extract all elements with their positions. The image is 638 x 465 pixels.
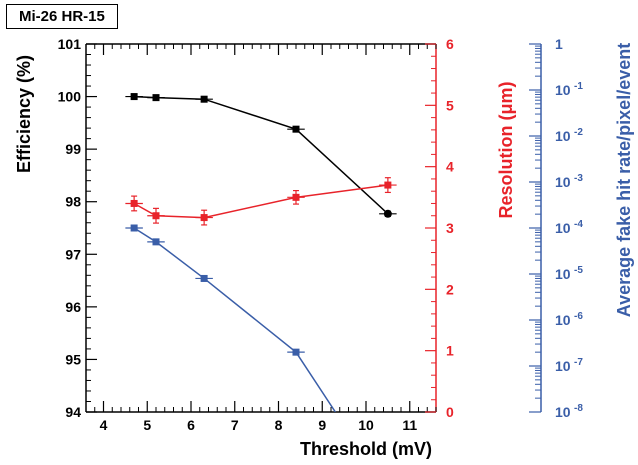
fake-rate-tick-label: 10 (555, 266, 571, 282)
fake_rate-point (292, 348, 300, 356)
x-tick-label: 9 (318, 417, 326, 433)
chart-title: Mi-26 HR-15 (6, 4, 118, 29)
x-tick-label: 5 (143, 417, 151, 433)
fake-rate-tick-exponent: -7 (574, 357, 583, 368)
resolution-point (200, 214, 208, 222)
efficiency-tick-label: 97 (65, 246, 81, 262)
fake-rate-tick-label: 10 (555, 358, 571, 374)
fake-rate-tick-label: 10 (555, 128, 571, 144)
efficiency-point (130, 93, 138, 101)
x-tick-label: 11 (402, 417, 417, 433)
resolution-point (292, 193, 300, 201)
fake-rate-tick-label: 10 (555, 174, 571, 190)
fake-rate-tick-exponent: -4 (574, 219, 583, 230)
x-tick-label: 6 (187, 417, 195, 433)
resolution-axis: 0 1 2 3 4 5 6 (425, 36, 454, 420)
fake-rate-tick-label: 10 (555, 82, 571, 98)
resolution-tick-label: 0 (446, 404, 454, 420)
resolution-tick-label: 5 (446, 97, 454, 113)
x-axis: 4 5 6 7 8 9 10 11 (85, 44, 437, 433)
efficiency-point (200, 95, 208, 103)
x-axis-title: Threshold (mV) (300, 439, 432, 459)
resolution-tick-label: 1 (446, 343, 454, 359)
resolution-tick-label: 2 (446, 281, 454, 297)
series-layer (125, 93, 397, 412)
efficiency-tick-label: 98 (65, 194, 81, 210)
x-tick-label: 4 (100, 417, 108, 433)
fake-rate-tick-exponent: -5 (574, 265, 583, 276)
x-tick-label: 7 (231, 417, 239, 433)
fake-rate-tick-exponent: -6 (574, 311, 583, 322)
efficiency-point (292, 125, 300, 133)
x-tick-label: 8 (275, 417, 283, 433)
resolution-tick-label: 6 (446, 36, 454, 52)
efficiency-point (152, 94, 160, 102)
fake_rate-series-line (133, 227, 337, 412)
efficiency-axis: 94 95 96 97 98 99 100 101 (58, 36, 97, 420)
resolution-point (130, 199, 138, 207)
fake-rate-tick-label: 10 (555, 312, 571, 328)
fake_rate-point (200, 274, 208, 282)
efficiency-tick-label: 96 (65, 299, 81, 315)
x-tick-label: 10 (358, 417, 374, 433)
fake-rate-tick-exponent: -2 (574, 127, 583, 138)
fake-rate-tick-exponent: -1 (574, 81, 583, 92)
resolution-point (384, 181, 392, 189)
efficiency-tick-label: 101 (58, 36, 82, 52)
efficiency-tick-label: 94 (65, 404, 81, 420)
resolution-tick-label: 3 (446, 220, 454, 236)
fake-rate-axis: 110-110-210-310-410-510-610-710-8 (529, 36, 583, 420)
efficiency-tick-label: 95 (65, 351, 81, 367)
fake-rate-tick-exponent: -8 (574, 403, 583, 414)
resolution-tick-label: 4 (446, 159, 454, 175)
efficiency-tick-label: 99 (65, 141, 81, 157)
efficiency-series-line (134, 95, 389, 215)
fake-rate-axis-title: Average fake hit rate/pixel/event (614, 43, 634, 317)
fake-rate-tick-label: 1 (555, 36, 563, 52)
efficiency-point (383, 209, 392, 218)
efficiency-axis-title: Efficiency (%) (14, 55, 34, 173)
fake-rate-tick-label: 10 (555, 404, 571, 420)
fake_rate-point (152, 238, 160, 246)
efficiency-tick-label: 100 (58, 89, 82, 105)
fake_rate-point (130, 224, 138, 232)
fake-rate-tick-label: 10 (555, 220, 571, 236)
fake-rate-tick-exponent: -3 (574, 173, 583, 184)
resolution-axis-title: Resolution (μm) (496, 81, 516, 218)
resolution-point (152, 212, 160, 220)
resolution-series-line (133, 184, 388, 219)
